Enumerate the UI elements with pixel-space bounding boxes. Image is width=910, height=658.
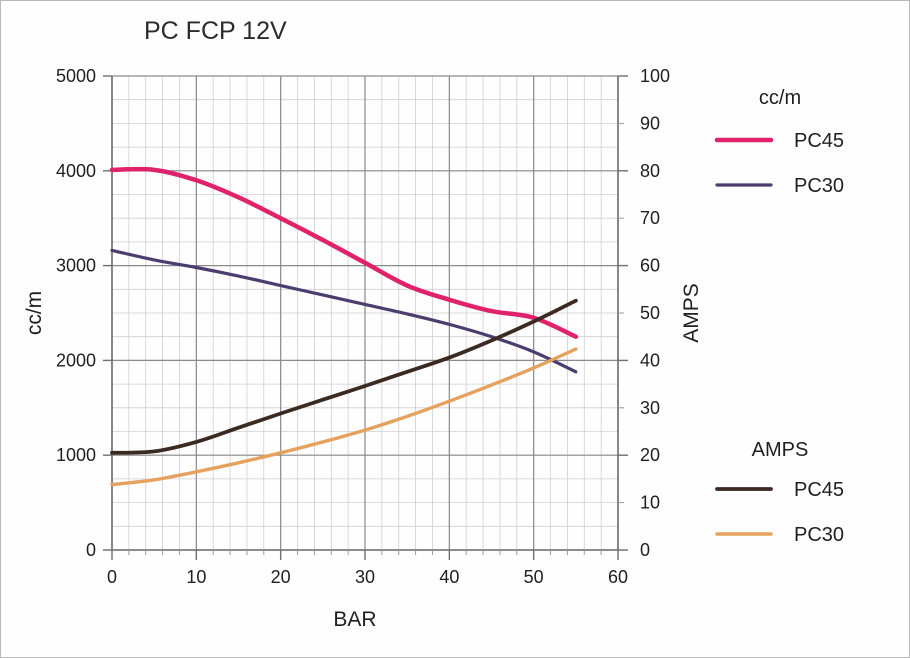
y2-axis-tick-label: 30 [640,398,660,418]
y2-axis-tick-label: 90 [640,113,660,133]
y2-axis-tick-label: 50 [640,303,660,323]
series-line-cc-m-pc45 [109,166,579,339]
series-line-amps-pc45 [110,298,578,455]
x-axis-tick-label: 0 [107,567,117,587]
y-axis-title: cc/m [23,291,46,335]
y-axis-tick-label: 5000 [56,66,96,86]
x-axis-tick-label: 60 [608,567,628,587]
y-axis-tick-label: 3000 [56,256,96,276]
series-layer [109,166,579,487]
series-line-amps-pc30 [110,347,578,487]
legend-label-amps-pc45: PC45 [794,479,844,501]
x-axis-tick-label: 20 [271,567,291,587]
y2-axis-tick-label: 80 [640,161,660,181]
x-axis-tick-label: 10 [186,567,206,587]
y2-axis-tick-label: 40 [640,350,660,370]
legend-label-cc-m-pc30: PC30 [794,175,844,197]
legend-title-cc-m: cc/m [759,87,801,109]
chart-title: PC FCP 12V [144,17,287,45]
legend-label-cc-m-pc45: PC45 [794,130,844,152]
legend-label-amps-pc30: PC30 [794,524,844,546]
y-axis-tick-label: 1000 [56,445,96,465]
y2-axis-tick-label: 100 [640,66,670,86]
y2-axis-tick-label: 20 [640,445,660,465]
y2-axis-tick-label: 70 [640,208,660,228]
y-axis-tick-label: 0 [86,540,96,560]
x-axis-tick-label: 30 [355,567,375,587]
y2-axis-tick-label: 0 [640,540,650,560]
axes-layer [103,75,628,560]
y2-axis-tick-label: 60 [640,256,660,276]
x-axis-tick-label: 40 [439,567,459,587]
x-axis-tick-label: 50 [524,567,544,587]
legend-title-amps: AMPS [752,439,809,461]
labels-layer: 0100020003000400050000102030405060708090… [23,17,844,631]
y-axis-tick-label: 2000 [56,350,96,370]
y2-axis-title: AMPS [680,283,703,343]
y-axis-tick-label: 4000 [56,161,96,181]
x-axis-title: BAR [333,608,376,631]
y2-axis-tick-label: 10 [640,493,660,513]
